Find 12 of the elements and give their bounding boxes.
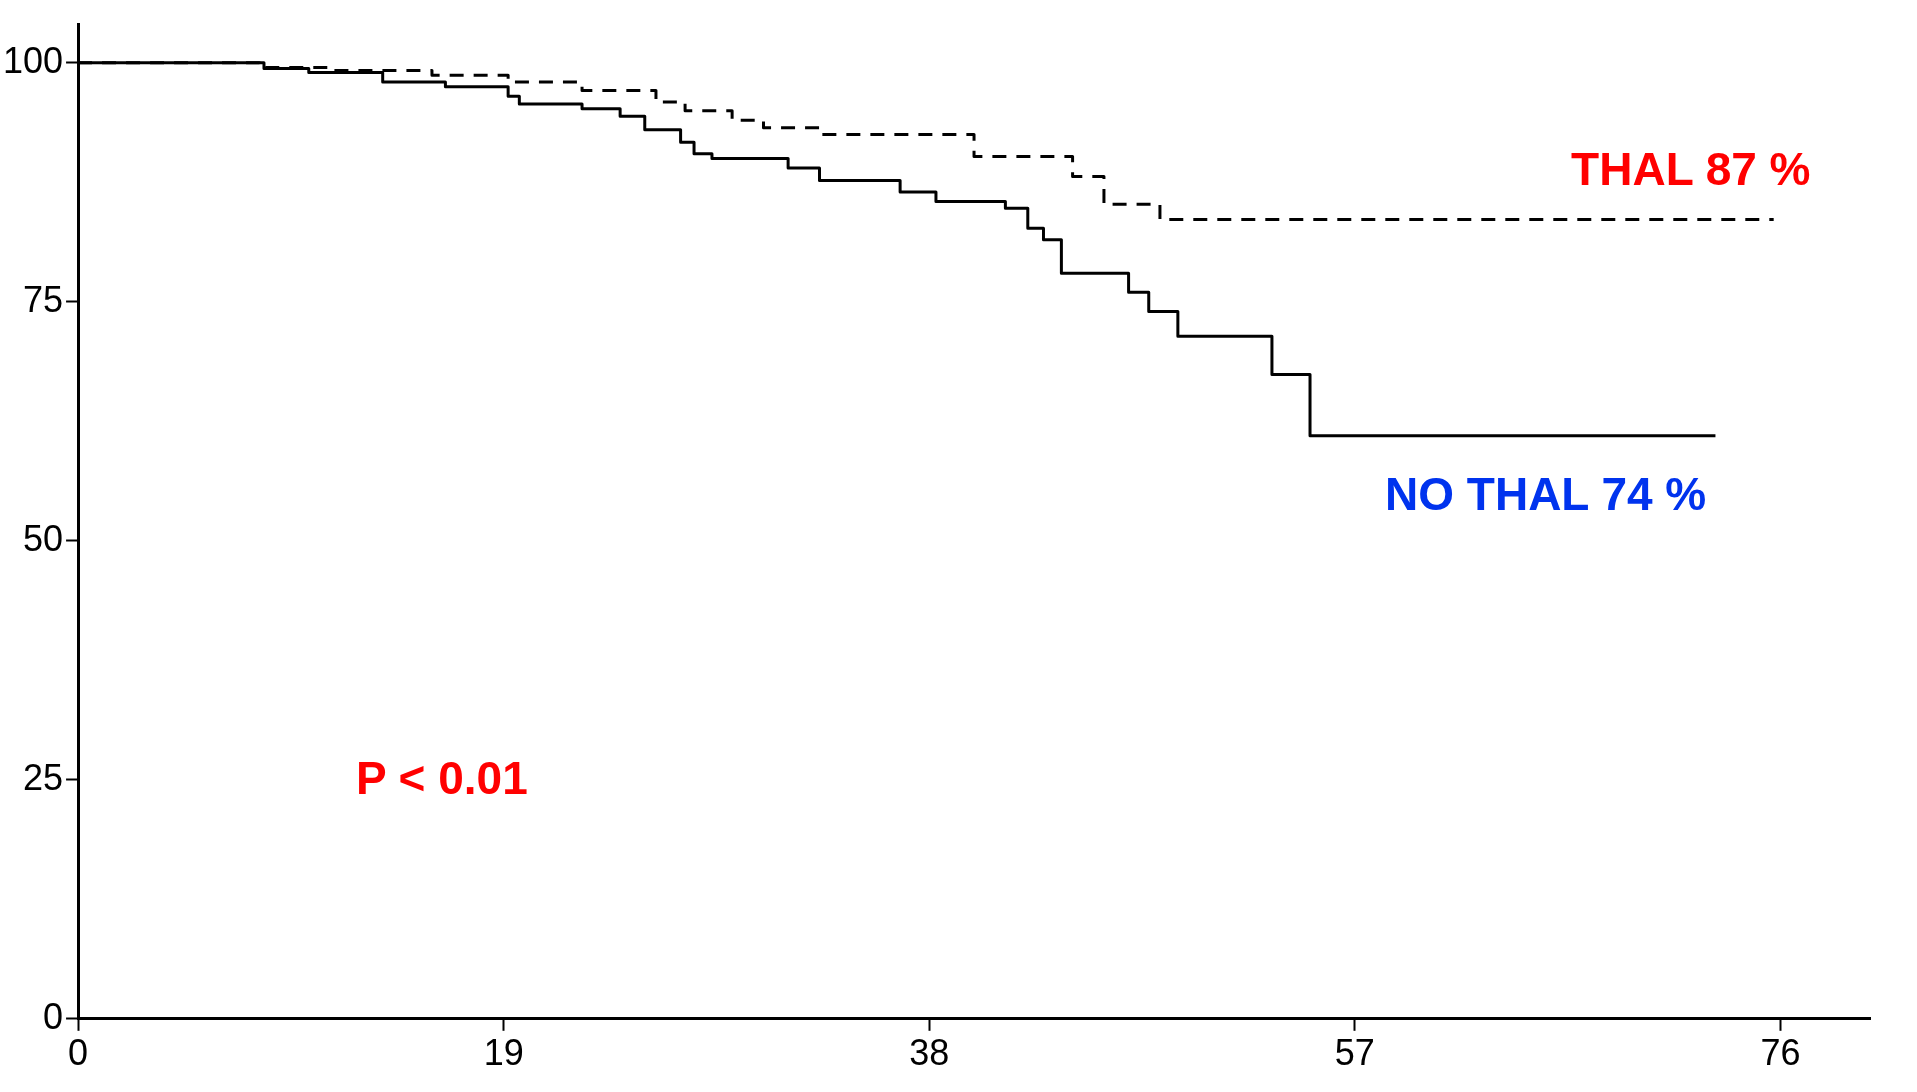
- x-tick-label: 19: [483, 1032, 524, 1074]
- y-tick-label: 100: [2, 39, 64, 81]
- y-tick-label: 25: [23, 756, 64, 798]
- x-tick-label: 57: [1334, 1032, 1375, 1074]
- x-tick-label: 38: [909, 1032, 950, 1074]
- y-tick-label: 75: [23, 278, 64, 320]
- y-tick-label: 0: [43, 995, 64, 1037]
- y-tick-label: 50: [23, 517, 64, 559]
- annotation: NO THAL 74 %: [1385, 467, 1707, 520]
- annotation: P < 0.01: [355, 751, 528, 804]
- annotation: THAL 87 %: [1571, 143, 1811, 196]
- x-tick-label: 76: [1760, 1032, 1801, 1074]
